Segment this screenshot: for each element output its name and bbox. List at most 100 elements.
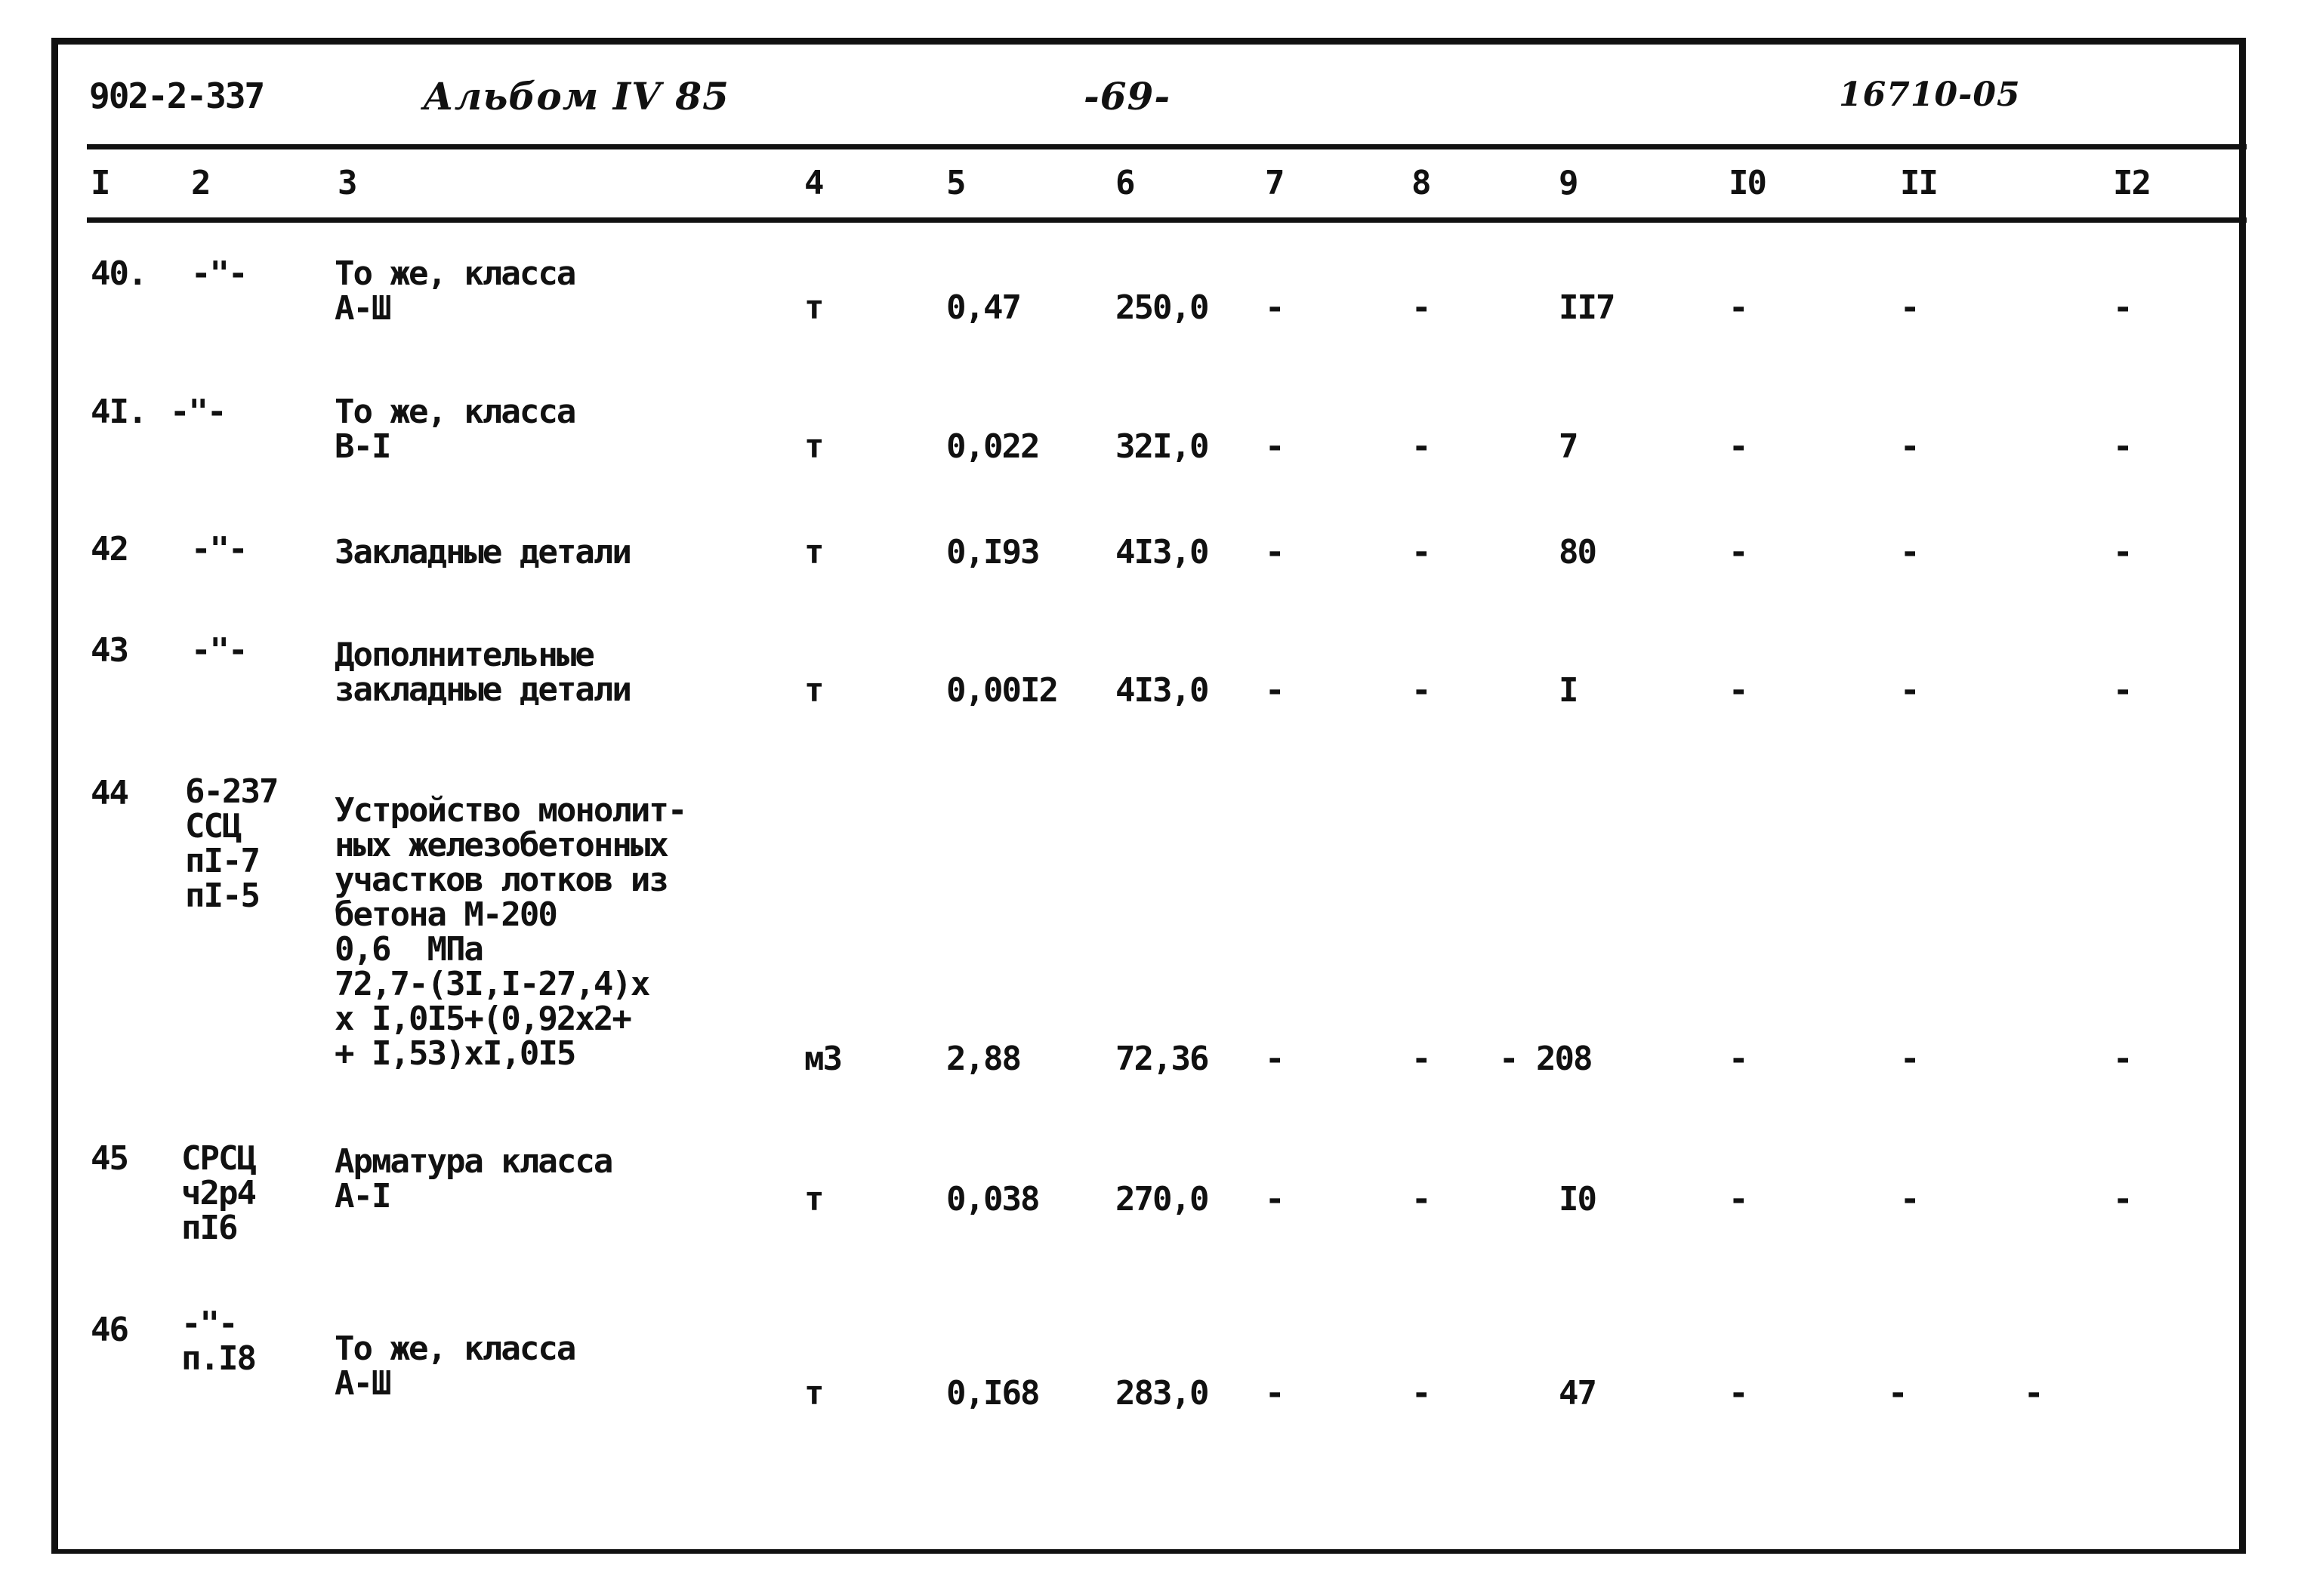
cell-col-8: -: [1411, 671, 1431, 710]
cell-col-9: I: [1559, 671, 1578, 710]
column-header-10: I0: [1729, 164, 1767, 202]
cell-quantity: 0,I68: [946, 1374, 1040, 1413]
cell-col-8: -: [1411, 1180, 1431, 1219]
cell-col-7: -: [1265, 1040, 1285, 1078]
column-header-12: I2: [2113, 164, 2151, 202]
page-frame: [51, 38, 2246, 1554]
doc-number: 902-2-337: [89, 75, 265, 116]
cell-quantity: 2,88: [946, 1040, 1022, 1078]
cell-col-9: 7: [1559, 427, 1578, 466]
column-header-9: 9: [1559, 164, 1578, 202]
cell-col-12: -: [2113, 1040, 2133, 1078]
cell-col-10: -: [1729, 1374, 1748, 1413]
cell-quantity: 0,I93: [946, 533, 1040, 572]
row-number: 40.: [91, 254, 147, 293]
cell-col-12: -: [2113, 288, 2133, 327]
cell-unit: т: [804, 427, 824, 466]
cell-unit: т: [804, 288, 824, 327]
cell-col-7: -: [1265, 533, 1285, 572]
cell-col-10: -: [1729, 1040, 1748, 1078]
cell-col-12: -: [2113, 671, 2133, 710]
cell-col-12: -: [2113, 1180, 2133, 1219]
cell-col-10: -: [1729, 671, 1748, 710]
cell-col-11: -: [1900, 1040, 1920, 1078]
header-divider: [87, 144, 2247, 149]
row-number: 46: [91, 1311, 129, 1349]
cell-col-7: -: [1265, 288, 1285, 327]
cell-col-9: 47: [1559, 1374, 1597, 1413]
column-header-7: 7: [1265, 164, 1285, 202]
cell-col-11: -: [1900, 288, 1920, 327]
cell-col-8: -: [1411, 1374, 1431, 1413]
page-number: -69-: [1084, 74, 1171, 119]
cell-unit: т: [804, 533, 824, 572]
column-header-3: 3: [338, 164, 357, 202]
cell-unit: т: [804, 671, 824, 710]
cell-col-11: -: [1900, 1180, 1920, 1219]
cell-col-7: -: [1265, 427, 1285, 466]
cell-col-9: - 208: [1499, 1040, 1593, 1078]
cell-price: 4I3,0: [1115, 671, 1209, 710]
reference-cell: -"-: [170, 393, 227, 431]
album-handwritten: Альбом IV 85: [423, 74, 729, 119]
cell-col-10: -: [1729, 533, 1748, 572]
document-code: 16710-05: [1839, 75, 2021, 114]
cell-unit: м3: [804, 1040, 843, 1078]
cell-price: 270,0: [1115, 1180, 1209, 1219]
description-cell: То же, класса В-I: [335, 393, 576, 466]
cell-col-11: -: [1900, 671, 1920, 710]
cell-price: 4I3,0: [1115, 533, 1209, 572]
cell-col-8: -: [1411, 1040, 1431, 1078]
column-header-5: 5: [946, 164, 966, 202]
cell-quantity: 0,022: [946, 427, 1040, 466]
reference-cell: -"-: [191, 254, 248, 293]
reference-cell: -"- п.I8: [181, 1305, 257, 1378]
cell-col-12: -: [2024, 1374, 2043, 1413]
cell-col-10: -: [1729, 427, 1748, 466]
column-header-11: II: [1900, 164, 1939, 202]
cell-col-8: -: [1411, 533, 1431, 572]
cell-col-7: -: [1265, 671, 1285, 710]
column-header-divider: [87, 217, 2247, 223]
cell-price: 250,0: [1115, 288, 1209, 327]
reference-cell: 6-237 ССЦ пI-7 пI-5: [185, 772, 279, 915]
row-number: 44: [91, 774, 129, 812]
cell-col-8: -: [1411, 288, 1431, 327]
cell-price: 72,36: [1115, 1040, 1209, 1078]
row-number: 4I.: [91, 393, 147, 431]
description-cell: Дополнительные закладные детали: [335, 636, 632, 709]
cell-col-12: -: [2113, 533, 2133, 572]
column-header-8: 8: [1411, 164, 1431, 202]
cell-col-10: -: [1729, 1180, 1748, 1219]
reference-cell: СРСЦ ч2р4 пI6: [181, 1139, 257, 1247]
description-cell: Закладные детали: [335, 533, 632, 572]
cell-quantity: 0,47: [946, 288, 1022, 327]
cell-price: 283,0: [1115, 1374, 1209, 1413]
cell-col-7: -: [1265, 1374, 1285, 1413]
row-number: 43: [91, 631, 129, 670]
cell-col-10: -: [1729, 288, 1748, 327]
column-header-2: 2: [191, 164, 211, 202]
cell-col-11: -: [1900, 427, 1920, 466]
column-header-6: 6: [1115, 164, 1135, 202]
column-header-4: 4: [804, 164, 824, 202]
cell-col-7: -: [1265, 1180, 1285, 1219]
reference-cell: -"-: [191, 530, 248, 568]
cell-unit: т: [804, 1180, 824, 1219]
cell-col-9: 80: [1559, 533, 1597, 572]
cell-col-9: I0: [1559, 1180, 1597, 1219]
row-number: 45: [91, 1139, 129, 1178]
cell-col-8: -: [1411, 427, 1431, 466]
description-cell: Арматура класса А-I: [335, 1142, 613, 1215]
description-cell: То же, класса А-Ш: [335, 1329, 576, 1403]
cell-col-12: -: [2113, 427, 2133, 466]
cell-unit: т: [804, 1374, 824, 1413]
description-cell: То же, класса А-Ш: [335, 254, 576, 328]
cell-price: 32I,0: [1115, 427, 1209, 466]
cell-col-11: -: [1900, 533, 1920, 572]
cell-quantity: 0,038: [946, 1180, 1040, 1219]
cell-col-9: II7: [1559, 288, 1615, 327]
description-cell: Устройство монолит- ных железобетонных у…: [335, 791, 687, 1073]
cell-col-11: -: [1888, 1374, 1908, 1413]
row-number: 42: [91, 530, 129, 568]
